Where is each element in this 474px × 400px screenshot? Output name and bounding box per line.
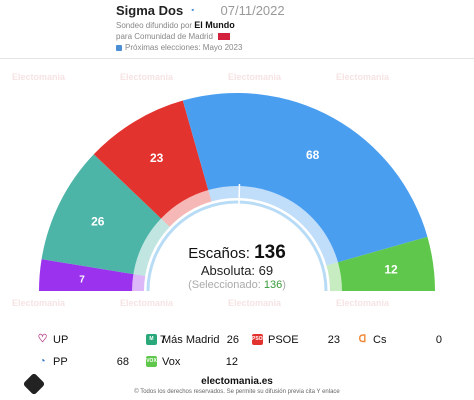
hemicycle-segment-vox[interactable] — [337, 236, 436, 291]
watermark: Electomania — [228, 72, 282, 82]
watermark: Electomania — [12, 72, 66, 82]
majority: Absoluta: 69 — [200, 263, 274, 278]
hemicycle-chart: 7 26 23 68 12 — [39, 93, 436, 292]
hemicycle-segment-m-s-madrid[interactable] — [41, 154, 162, 275]
hemicycle-segment-up[interactable] — [39, 259, 134, 291]
heart-icon: ♡ — [37, 333, 48, 345]
pp-logo-icon: ◔ — [39, 356, 46, 367]
chart-header: Sigma Dos ■ 07/11/2022 Sondeo difundido … — [116, 2, 416, 53]
watermark: Electomania — [120, 298, 174, 308]
selected-band-psoe — [159, 188, 212, 227]
footer-site[interactable]: electomania.es — [201, 376, 273, 387]
media-name: El Mundo — [194, 20, 235, 30]
selected-band-m-s-madrid — [131, 217, 170, 277]
selected-seats: (Seleccionado: 136) — [188, 279, 286, 291]
seats-total-value: 136 — [254, 242, 286, 263]
selection-arc — [146, 200, 328, 292]
seat-label-m-s-madrid: 26 — [91, 215, 105, 229]
psoe-logo-icon: PSOE — [252, 334, 266, 345]
watermark: Electomania — [336, 72, 390, 82]
madrid-flag-icon — [218, 33, 231, 40]
seat-label-pp: 68 — [306, 148, 320, 162]
watermark: Electomania — [336, 298, 390, 308]
next-elections-line: Próximas elecciones: Mayo 2023 — [116, 42, 416, 53]
selected-band-vox — [326, 261, 344, 291]
seats-total: Escaños: 136 — [188, 242, 286, 263]
pollster-logo-icon: ■ — [191, 7, 195, 12]
seat-label-vox: 12 — [384, 263, 398, 277]
pollster-name: Sigma Dos — [116, 3, 184, 18]
watermark: Electomania — [12, 298, 66, 308]
media-line: Sondeo difundido por El Mundo — [116, 20, 235, 30]
ballot-box-icon — [116, 45, 122, 51]
seat-label-psoe: 23 — [150, 151, 164, 165]
seat-label-up: 7 — [79, 274, 85, 285]
footer-copyright: © Todos los derechos reservados. Se perm… — [134, 389, 340, 395]
cs-logo-icon: ᗡ — [358, 334, 367, 345]
hemicycle-segment-psoe[interactable] — [93, 100, 209, 219]
majority-value: 69 — [258, 263, 274, 278]
mas-madrid-logo-icon: M — [146, 334, 157, 345]
region-line: para Comunidad de Madrid — [116, 31, 416, 42]
selected-value: 136 — [263, 279, 283, 291]
selected-band-up — [130, 273, 146, 291]
hemicycle-segment-pp[interactable] — [182, 93, 428, 263]
header-divider — [0, 58, 474, 59]
selected-band-pp — [207, 184, 340, 266]
watermark: Electomania — [120, 72, 174, 82]
watermark: Electomania — [228, 298, 282, 308]
poll-date: 07/11/2022 — [220, 3, 285, 18]
vox-logo-icon: VOX — [146, 356, 157, 367]
